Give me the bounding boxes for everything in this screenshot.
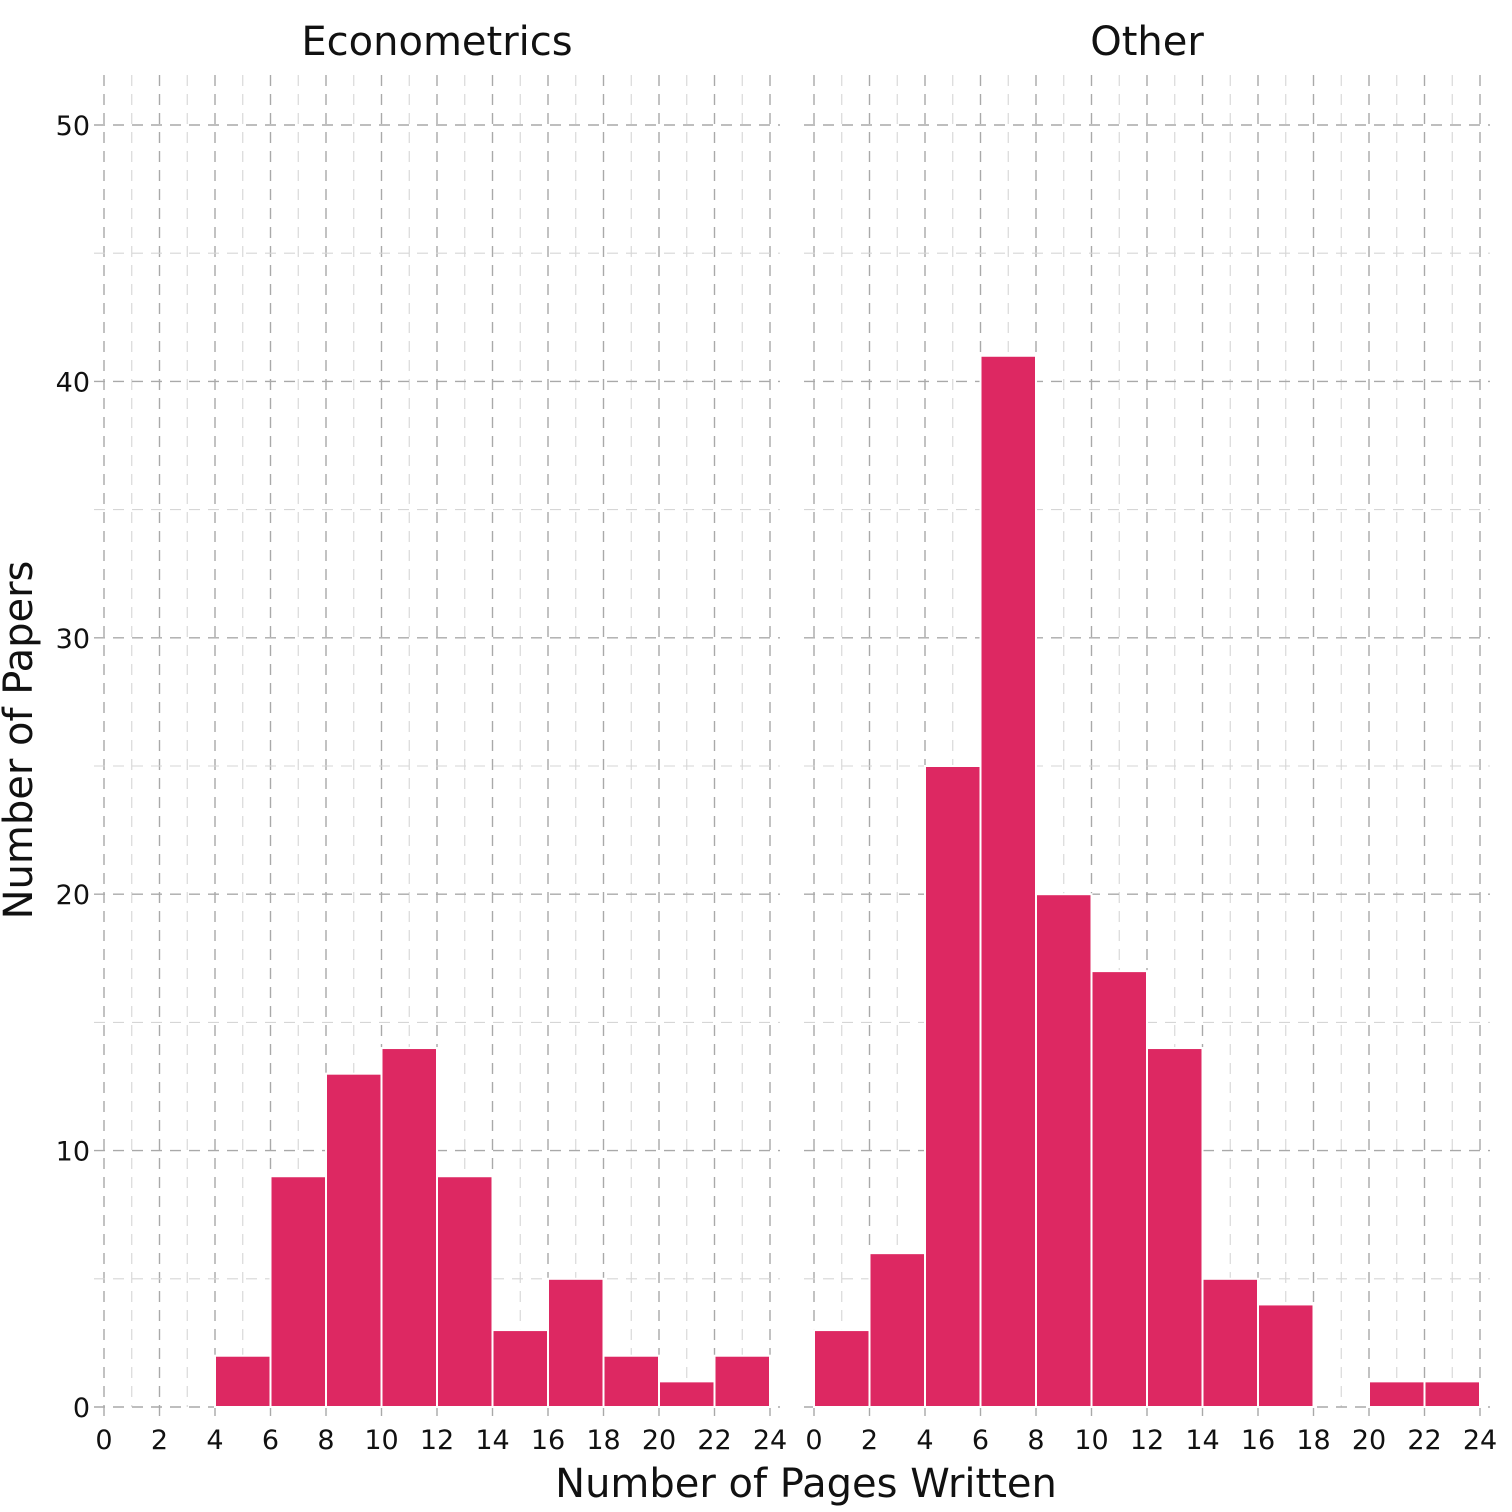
x-tick-label: 16 — [1241, 1425, 1275, 1456]
x-tick-label: 24 — [753, 1425, 787, 1456]
x-tick-label: 8 — [1027, 1425, 1044, 1456]
x-tick-label: 16 — [531, 1425, 565, 1456]
x-tick-label: 0 — [95, 1425, 112, 1456]
y-tick-label: 30 — [56, 624, 90, 655]
histogram-bar — [979, 354, 1037, 1408]
x-tick-label: 22 — [697, 1425, 731, 1456]
y-axis-title: Number of Papers — [0, 561, 42, 920]
x-tick-label: 20 — [1352, 1425, 1386, 1456]
histogram-bar — [1201, 1277, 1259, 1409]
histogram-bar — [214, 1354, 272, 1408]
x-tick-label: 2 — [151, 1425, 168, 1456]
x-tick-label: 8 — [317, 1425, 334, 1456]
histogram-bar — [868, 1252, 926, 1409]
x-tick-label: 14 — [475, 1425, 509, 1456]
x-tick-label: 14 — [1185, 1425, 1219, 1456]
x-tick-label: 4 — [916, 1425, 933, 1456]
x-tick-label: 20 — [642, 1425, 676, 1456]
histogram-bar — [1090, 970, 1148, 1408]
x-axis-title: Number of Pages Written — [555, 1461, 1057, 1507]
x-tick-label: 18 — [1296, 1425, 1330, 1456]
facet-title: Other — [1090, 19, 1204, 65]
y-tick-label: 40 — [56, 367, 90, 398]
x-tick-label: 10 — [364, 1425, 398, 1456]
facet-title: Econometrics — [301, 19, 572, 65]
histogram-bar — [436, 1175, 494, 1408]
histogram-bar — [813, 1329, 871, 1408]
histogram-bar — [924, 765, 982, 1408]
x-tick-label: 6 — [972, 1425, 989, 1456]
y-tick-label: 20 — [56, 880, 90, 911]
histogram-bar — [325, 1072, 383, 1409]
histogram-bar — [491, 1329, 549, 1408]
histogram-bar — [658, 1380, 716, 1408]
histogram-bar — [1146, 1047, 1204, 1409]
histogram-bar — [380, 1047, 438, 1409]
x-tick-label: 12 — [1130, 1425, 1164, 1456]
histogram-bar — [547, 1277, 605, 1409]
x-tick-label: 2 — [861, 1425, 878, 1456]
x-tick-label: 6 — [262, 1425, 279, 1456]
histogram-bar — [269, 1175, 327, 1408]
x-tick-label: 10 — [1074, 1425, 1108, 1456]
histogram-bar — [1035, 893, 1093, 1408]
x-tick-label: 0 — [805, 1425, 822, 1456]
x-tick-label: 4 — [206, 1425, 223, 1456]
gridlines — [94, 75, 1490, 1417]
y-tick-label: 50 — [56, 111, 90, 142]
y-tick-label: 0 — [73, 1393, 90, 1424]
x-tick-label: 24 — [1463, 1425, 1497, 1456]
histogram-bar — [713, 1354, 771, 1408]
bars — [214, 354, 1481, 1409]
histogram-bar — [1423, 1380, 1481, 1408]
histogram-bar — [1257, 1303, 1315, 1408]
x-tick-label: 12 — [420, 1425, 454, 1456]
y-tick-label: 10 — [56, 1137, 90, 1168]
histogram-bar — [1368, 1380, 1426, 1408]
histogram-bar — [602, 1354, 660, 1408]
x-tick-label: 18 — [586, 1425, 620, 1456]
x-tick-label: 22 — [1407, 1425, 1441, 1456]
